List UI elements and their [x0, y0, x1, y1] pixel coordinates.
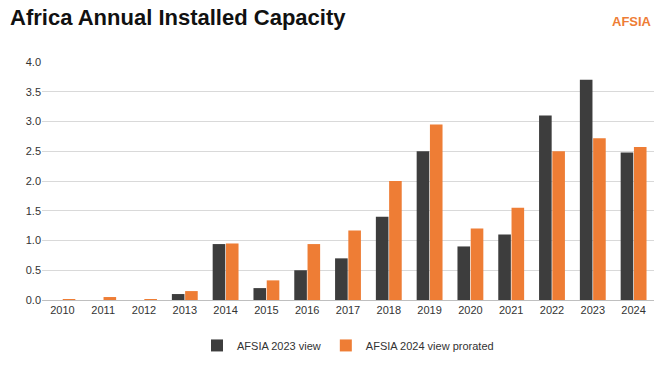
svg-text:AFSIA 2024 view prorated: AFSIA 2024 view prorated: [366, 340, 494, 352]
svg-text:Africa Annual Installed Capaci: Africa Annual Installed Capacity: [10, 5, 346, 30]
svg-text:2015: 2015: [254, 304, 278, 316]
svg-text:2012: 2012: [132, 304, 156, 316]
svg-text:2020: 2020: [458, 304, 482, 316]
svg-text:2014: 2014: [213, 304, 237, 316]
svg-text:2011: 2011: [91, 304, 115, 316]
svg-text:2024: 2024: [621, 304, 645, 316]
svg-text:2019: 2019: [417, 304, 441, 316]
svg-text:2023: 2023: [581, 304, 605, 316]
svg-text:AFSIA 2023 view: AFSIA 2023 view: [237, 340, 321, 352]
svg-text:2013: 2013: [173, 304, 197, 316]
svg-text:2010: 2010: [50, 304, 74, 316]
svg-text:2.0: 2.0: [26, 175, 41, 187]
svg-text:4.0: 4.0: [26, 56, 41, 68]
svg-text:3.5: 3.5: [26, 86, 41, 98]
svg-text:2016: 2016: [295, 304, 319, 316]
svg-text:2018: 2018: [377, 304, 401, 316]
svg-text:2022: 2022: [540, 304, 564, 316]
svg-text:1.5: 1.5: [26, 205, 41, 217]
svg-text:2021: 2021: [499, 304, 523, 316]
svg-text:2.5: 2.5: [26, 145, 41, 157]
svg-text:1.0: 1.0: [26, 234, 41, 246]
svg-text:2017: 2017: [336, 304, 360, 316]
svg-text:0.5: 0.5: [26, 264, 41, 276]
svg-text:3.0: 3.0: [26, 115, 41, 127]
svg-text:AFSIA: AFSIA: [612, 14, 652, 29]
svg-text:0.0: 0.0: [26, 294, 41, 306]
